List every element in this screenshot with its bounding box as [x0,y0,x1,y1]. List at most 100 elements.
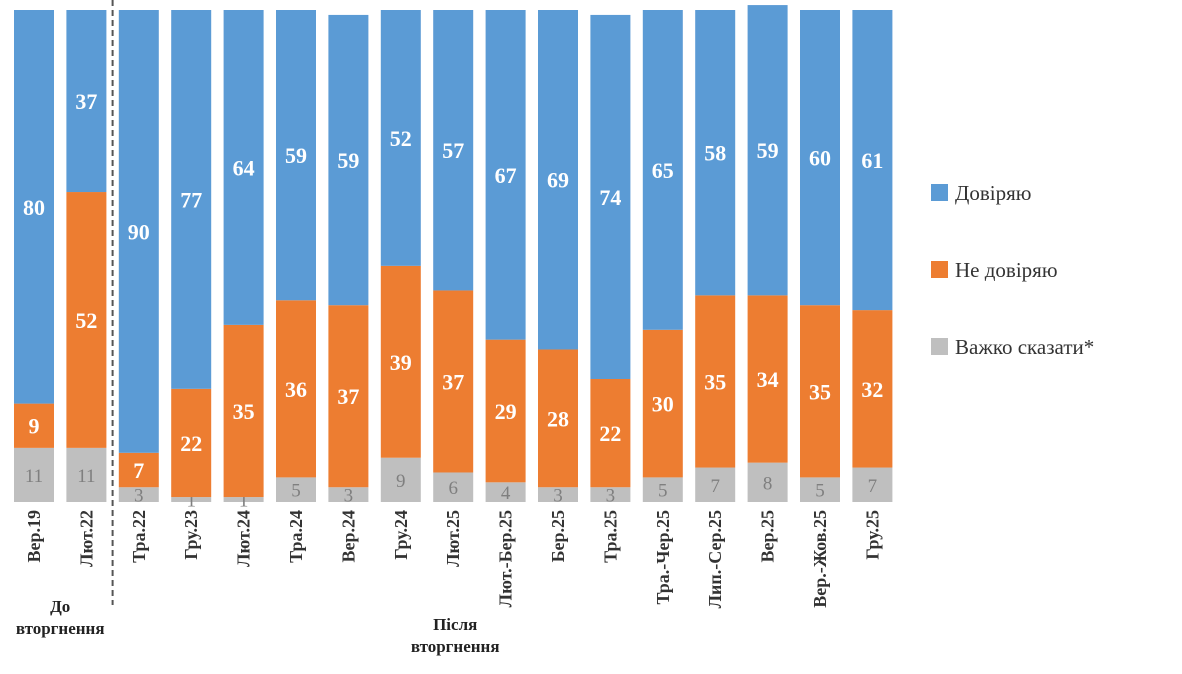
data-label-важко-сказати: 1 [239,491,249,512]
data-label-не-довіряю: 29 [495,399,517,424]
legend-item-не-довіряю: Не довіряю [931,258,1058,282]
legend-label: Довіряю [955,181,1031,205]
segment-важко-сказати [852,467,893,502]
data-label-важко-сказати: 1 [186,491,196,512]
data-label-важко-сказати: 5 [815,481,825,502]
segment-довіряю [433,10,474,291]
category-label: Лют.25 [443,510,463,567]
segment-не-довіряю [223,324,264,498]
data-label-довіряю: 80 [23,195,45,220]
bar-вер-19: 11 9 80 [14,10,54,502]
segment-важко-сказати [642,477,683,502]
data-label-не-довіряю: 37 [337,384,359,409]
data-label-довіряю: 59 [757,138,779,163]
bar-тра-25: 3 22 74 [590,14,631,507]
legend-swatch [931,261,948,278]
bar-лип-сер-25: 7 35 58 [695,10,736,502]
data-label-не-довіряю: 37 [442,369,464,394]
data-label-не-довіряю: 22 [599,421,621,446]
legend-item-довіряю: Довіряю [931,181,1031,205]
segment-довіряю [485,10,526,340]
legend-item-важко-сказати: Важко сказати* [931,335,1094,359]
segment-не-довіряю [66,192,107,448]
segment-важко-сказати [66,447,107,502]
data-label-не-довіряю: 34 [757,367,779,392]
segment-не-довіряю [642,329,683,478]
segment-важко-сказати [433,472,474,502]
segment-не-довіряю [276,300,316,478]
data-label-важко-сказати: 6 [448,478,458,499]
data-label-важко-сказати: 3 [553,486,563,507]
category-label: Лют.24 [234,510,254,567]
data-label-не-довіряю: 32 [861,377,883,402]
segment-важко-сказати [747,462,788,502]
group-label-after-invasion: Після вторгнення [411,615,500,656]
data-label-не-довіряю: 28 [547,406,569,431]
bar-вер-25: 8 34 59 [747,5,788,502]
segment-важко-сказати [538,487,578,502]
category-label: Бер.25 [548,510,568,562]
data-label-довіряю: 74 [599,185,621,210]
category-label: Вер.-Жов.25 [810,510,830,608]
segment-важко-сказати [380,457,421,502]
data-label-не-довіряю: 9 [29,414,40,439]
segment-не-довіряю [171,388,212,498]
segment-довіряю [276,10,316,301]
segment-не-довіряю [538,349,578,488]
data-label-важко-сказати: 5 [658,481,668,502]
segment-не-довіряю [590,379,631,488]
legend-swatch [931,184,948,201]
legend-swatch [931,338,948,355]
data-label-не-довіряю: 52 [75,308,97,333]
data-label-довіряю: 65 [652,158,674,183]
category-label: Тра.25 [600,510,620,563]
data-label-важко-сказати: 7 [710,476,720,497]
segment-довіряю [171,10,212,389]
segment-довіряю [380,10,421,266]
segment-важко-сказати [171,497,212,502]
data-label-не-довіряю: 35 [704,369,726,394]
category-label: Гру.23 [181,510,201,560]
segment-довіряю [800,10,840,306]
segment-довіряю [118,10,159,453]
segment-довіряю [223,10,264,325]
category-label: Лип.-Сер.25 [705,510,725,608]
data-label-важко-сказати: 5 [291,481,301,502]
bar-тра-22: 3 7 90 [118,10,159,507]
segment-важко-сказати [276,477,316,502]
segment-не-довіряю [328,305,369,488]
data-label-не-довіряю: 7 [133,458,144,483]
data-label-довіряю: 37 [75,89,97,114]
data-label-довіряю: 57 [442,138,464,163]
segment-довіряю [538,10,578,350]
segment-не-довіряю [118,452,159,488]
data-label-не-довіряю: 35 [233,399,255,424]
segment-не-довіряю [485,339,526,483]
group-labels: До вторгнення Після вторгнення [16,597,500,656]
bar-бер-25: 3 28 69 [538,10,578,507]
category-label: Гру.25 [862,510,882,560]
bar-гру-25: 7 32 61 [852,10,893,502]
category-label: Тра.-Чер.25 [653,510,673,605]
data-label-важко-сказати: 4 [501,483,511,504]
bars-layer: 1198011523737901227713564536593375993952… [14,5,893,512]
bar-лют-бер-25: 4 29 67 [485,10,526,504]
segment-довіряю [328,14,369,306]
segment-довіряю [695,10,736,296]
segment-довіряю [747,5,788,296]
data-label-не-довіряю: 39 [390,350,412,375]
data-label-не-довіряю: 35 [809,379,831,404]
segment-важко-сказати [223,497,264,502]
bar-тра-24: 5 36 59 [276,10,316,502]
segment-довіряю [852,10,893,311]
data-label-довіряю: 61 [861,148,883,173]
data-label-довіряю: 60 [809,146,831,171]
data-label-не-довіряю: 36 [285,377,307,402]
segment-не-довіряю [747,295,788,463]
segment-важко-сказати [485,482,526,502]
bar-вер-24: 3 37 59 [328,14,369,507]
data-label-довіряю: 69 [547,168,569,193]
data-label-важко-сказати: 7 [868,476,878,497]
segment-не-довіряю [800,305,840,478]
